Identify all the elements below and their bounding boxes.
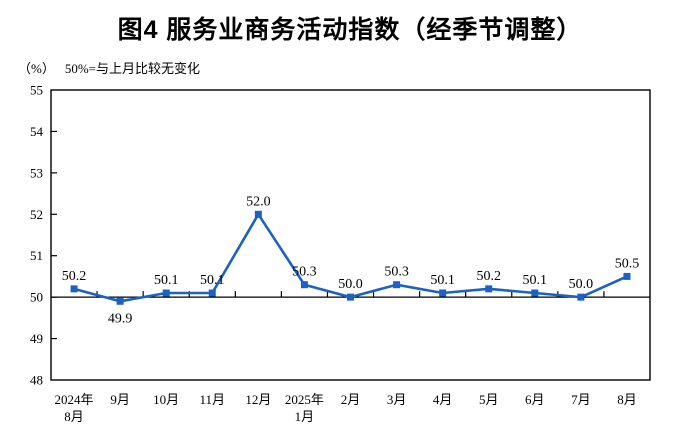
axis-note-row: （%） 50%=与上月比较无变化	[18, 58, 200, 77]
data-point-label: 50.2	[62, 269, 87, 284]
y-axis-tick-label: 50	[30, 290, 43, 305]
data-point-label: 50.1	[154, 273, 179, 288]
data-point-marker	[347, 293, 354, 301]
x-axis-tick-label: 11月	[200, 392, 226, 407]
data-point-marker	[577, 293, 585, 301]
data-point-marker	[439, 289, 447, 297]
x-axis-tick-label: 7月	[571, 392, 591, 407]
y-axis-tick-label: 54	[30, 124, 44, 139]
data-point-marker	[70, 285, 78, 293]
x-axis-tick-label: 3月	[387, 392, 407, 407]
x-axis-tick-label: 6月	[525, 392, 545, 407]
x-axis-tick-label: 1月	[295, 409, 315, 424]
data-point-label: 50.1	[523, 273, 548, 288]
y-axis-unit-label: （%）	[18, 61, 55, 76]
x-axis-tick-label: 2月	[341, 392, 361, 407]
data-point-label: 50.2	[476, 269, 501, 284]
data-point-label: 50.5	[615, 256, 640, 271]
x-axis-tick-label: 5月	[479, 392, 499, 407]
y-axis-tick-label: 53	[30, 165, 43, 180]
y-axis-tick-label: 51	[30, 248, 43, 263]
reference-line-note: 50%=与上月比较无变化	[64, 61, 201, 76]
data-point-marker	[254, 210, 262, 218]
x-axis-tick-label: 2024年	[55, 392, 94, 407]
data-point-label: 50.0	[338, 277, 363, 292]
data-point-label: 49.9	[108, 311, 133, 326]
x-axis-tick-label: 8月	[64, 409, 84, 424]
data-point-label: 50.3	[292, 265, 317, 280]
x-axis-tick-label: 9月	[110, 392, 130, 407]
x-axis-tick-label: 2025年	[285, 392, 324, 407]
y-axis-tick-label: 55	[30, 83, 43, 98]
data-point-marker	[208, 289, 216, 297]
data-point-marker	[300, 281, 308, 289]
data-point-marker	[162, 289, 170, 297]
data-point-marker	[485, 285, 493, 293]
data-point-marker	[393, 281, 401, 289]
data-point-marker	[116, 297, 124, 305]
data-point-marker	[531, 289, 539, 297]
y-axis-tick-label: 48	[30, 373, 43, 388]
data-point-label: 50.1	[200, 273, 225, 288]
data-point-label: 50.1	[430, 273, 455, 288]
y-axis-tick-label: 49	[30, 331, 43, 346]
data-point-label: 52.0	[246, 194, 271, 209]
data-point-label: 50.3	[384, 265, 409, 280]
x-axis-tick-label: 12月	[245, 392, 271, 407]
x-axis-tick-label: 4月	[433, 392, 453, 407]
chart-title: 图4 服务业商务活动指数（经季节调整）	[117, 16, 583, 44]
data-point-label: 50.0	[569, 277, 594, 292]
plot-border	[50, 89, 651, 381]
x-axis-tick-label: 8月	[617, 392, 637, 407]
x-axis-tick-label: 10月	[153, 392, 179, 407]
y-axis-tick-label: 52	[30, 207, 43, 222]
data-point-marker	[623, 272, 631, 280]
